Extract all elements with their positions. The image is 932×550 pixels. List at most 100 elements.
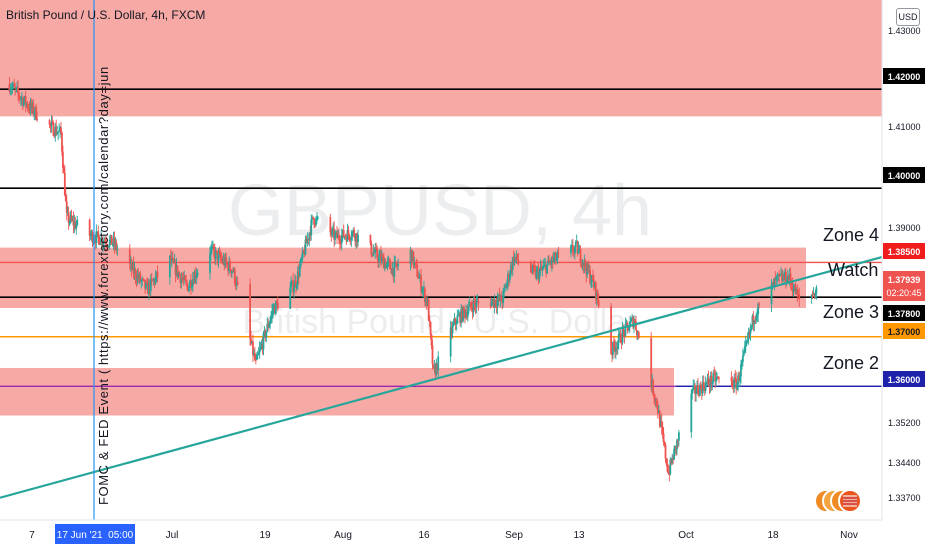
candle: [713, 366, 716, 375]
price-axis[interactable]: [882, 0, 932, 520]
candle: [798, 287, 801, 307]
candle: [377, 254, 379, 268]
candle: [786, 269, 789, 284]
candle: [29, 97, 32, 116]
candle: [735, 372, 738, 395]
candle: [696, 380, 698, 394]
candle: [32, 98, 35, 117]
candle: [497, 293, 500, 306]
candle: [733, 373, 736, 393]
candle: [378, 250, 380, 269]
candle: [19, 95, 21, 101]
candle: [177, 271, 180, 279]
candle: [259, 341, 262, 351]
candle: [253, 346, 256, 362]
zone-rect-2[interactable]: [0, 367, 674, 416]
candle: [585, 261, 588, 283]
candle: [529, 260, 532, 273]
candle: [136, 269, 139, 286]
candle: [172, 257, 175, 264]
candle: [596, 289, 599, 304]
candle: [475, 295, 478, 314]
candle: [592, 274, 595, 291]
candle: [420, 268, 422, 296]
candle: [190, 279, 193, 291]
candle: [258, 341, 261, 359]
candle: [13, 78, 16, 88]
trendline[interactable]: [0, 255, 883, 499]
candle: [517, 252, 520, 266]
candle: [252, 334, 254, 363]
candle: [173, 253, 176, 264]
candle: [672, 454, 675, 465]
currency-button[interactable]: USD: [896, 8, 920, 26]
zone-rect-1[interactable]: [0, 247, 806, 309]
zone-rect-0[interactable]: [0, 0, 882, 117]
candle: [108, 235, 111, 250]
candle: [429, 321, 432, 340]
flag-icons-badge[interactable]: [813, 487, 863, 515]
candle: [468, 296, 471, 306]
candle: [140, 278, 143, 289]
candle: [657, 404, 660, 414]
candle: [796, 284, 799, 302]
candle: [131, 260, 134, 271]
candle: [149, 274, 152, 296]
candle: [718, 376, 720, 384]
candle: [194, 266, 197, 284]
candle: [253, 348, 255, 357]
candle: [697, 377, 699, 397]
candle: [746, 332, 749, 344]
candle: [330, 227, 333, 242]
candle: [795, 287, 798, 295]
zones-layer: [0, 0, 882, 416]
candle: [586, 261, 589, 279]
candle: [88, 218, 91, 242]
time-tick-sep: Sep: [505, 530, 523, 541]
candle: [89, 230, 92, 240]
candle: [11, 81, 14, 94]
candle: [387, 255, 390, 268]
candle: [273, 303, 275, 316]
candle: [232, 266, 235, 274]
candle: [630, 317, 633, 324]
candle: [316, 212, 318, 224]
candle: [741, 348, 744, 367]
candle: [189, 279, 191, 287]
candle: [62, 145, 64, 174]
candle: [272, 303, 274, 319]
candle: [8, 76, 11, 94]
candle: [418, 270, 421, 279]
candle: [58, 123, 60, 133]
candle: [476, 294, 479, 303]
candle: [22, 97, 25, 108]
time-axis[interactable]: [0, 520, 932, 550]
candle: [107, 245, 110, 249]
candle: [614, 339, 616, 358]
candle: [490, 297, 493, 307]
candle: [511, 256, 514, 277]
candle: [393, 255, 396, 284]
candle: [507, 270, 509, 290]
candle: [663, 440, 666, 448]
candle: [572, 246, 575, 258]
event-label: FOMC & FED Event ( https://www.forexfact…: [96, 66, 111, 505]
candle: [695, 388, 697, 402]
candle: [628, 321, 631, 334]
candle: [143, 279, 145, 282]
candle: [168, 254, 171, 285]
candle: [189, 274, 192, 295]
candle: [631, 313, 633, 321]
candle: [345, 233, 348, 245]
candle: [501, 296, 504, 310]
candle: [413, 256, 416, 269]
candle: [356, 232, 358, 248]
candle: [532, 260, 535, 275]
candle: [175, 257, 178, 278]
candle: [261, 337, 264, 355]
price-tick-1.39: 1.39000: [888, 223, 921, 233]
candle: [147, 278, 150, 300]
svg-text:1.37939: 1.37939: [888, 275, 921, 285]
candle: [222, 252, 225, 265]
